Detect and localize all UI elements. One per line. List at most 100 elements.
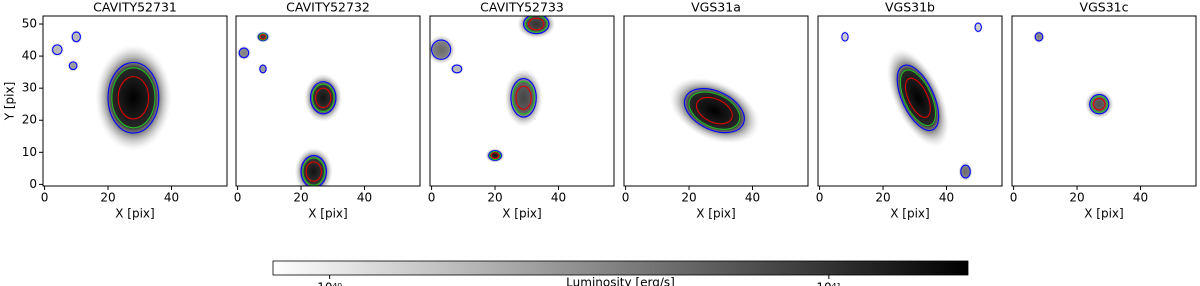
y-tick-label: 10 — [22, 145, 37, 159]
contour — [510, 77, 537, 118]
frame — [817, 15, 1003, 187]
x-axis-label: X [pix] — [1084, 207, 1123, 221]
contour — [1089, 94, 1110, 115]
x-tick-label: 40 — [551, 191, 566, 205]
panel-title: VGS31b — [885, 0, 935, 15]
x-axis-label: X [pix] — [502, 207, 541, 221]
colorbar-tick-label: 10⁴⁰ — [317, 281, 342, 286]
x-tick-label: 20 — [487, 191, 502, 205]
colorbar-tick-label: 10⁴¹ — [816, 281, 841, 286]
x-tick-label: 20 — [681, 191, 696, 205]
panel-title: VGS31a — [691, 0, 741, 15]
contour — [1090, 95, 1108, 113]
contour — [683, 88, 745, 134]
x-axis-label: X [pix] — [890, 207, 929, 221]
contour — [68, 61, 78, 71]
contour — [51, 44, 63, 56]
contour — [259, 64, 267, 74]
contour — [311, 83, 335, 112]
panel-title: CAVITY52731 — [93, 0, 177, 15]
contour — [238, 47, 250, 59]
x-tick-label: 0 — [816, 191, 824, 205]
blob — [430, 35, 456, 65]
x-tick-label: 40 — [745, 191, 760, 205]
blob — [304, 73, 343, 122]
y-tick-label: 0 — [29, 177, 37, 191]
x-tick-label: 0 — [234, 191, 242, 205]
contour — [695, 96, 733, 125]
frame — [1011, 15, 1197, 187]
x-tick-label: 0 — [428, 191, 436, 205]
blob — [294, 147, 333, 186]
blob — [669, 77, 760, 144]
contour — [960, 164, 971, 179]
contour — [688, 91, 741, 130]
x-tick-label: 20 — [293, 191, 308, 205]
contour — [515, 85, 532, 110]
contour — [841, 32, 849, 42]
x-tick-label: 40 — [164, 191, 179, 205]
contour — [1092, 97, 1106, 111]
x-tick-label: 20 — [875, 191, 890, 205]
contour — [300, 154, 327, 186]
contour — [258, 33, 268, 41]
contour — [451, 64, 463, 74]
panel-title: VGS31c — [1080, 0, 1129, 15]
contour — [1034, 32, 1044, 42]
contour — [107, 61, 160, 134]
x-tick-label: 40 — [939, 191, 954, 205]
x-tick-label: 40 — [357, 191, 372, 205]
frame — [429, 15, 615, 187]
image — [669, 77, 760, 144]
x-tick-label: 20 — [100, 191, 115, 205]
contour — [524, 16, 548, 33]
contour — [310, 81, 337, 115]
x-axis-label: X [pix] — [115, 207, 154, 221]
y-tick-label: 20 — [22, 113, 37, 127]
contour — [111, 67, 156, 129]
contour — [489, 150, 501, 161]
x-axis-label: X [pix] — [696, 207, 735, 221]
contour — [257, 32, 269, 42]
contour — [490, 152, 500, 159]
image — [430, 16, 556, 163]
contour — [302, 157, 326, 186]
x-tick-label: 0 — [41, 191, 49, 205]
x-tick-label: 40 — [1133, 191, 1148, 205]
blob — [517, 16, 556, 39]
blob — [1084, 89, 1114, 119]
image — [236, 31, 343, 186]
frame — [42, 15, 228, 187]
contour — [488, 150, 502, 161]
y-tick-label: 40 — [22, 49, 37, 63]
frame — [623, 15, 809, 187]
contour — [899, 69, 937, 127]
contour — [974, 22, 982, 32]
contour — [523, 16, 550, 35]
colorbar — [272, 260, 969, 276]
x-axis-label: X [pix] — [308, 207, 347, 221]
y-tick-label: 50 — [22, 17, 37, 31]
contour — [528, 17, 545, 31]
contour — [305, 161, 322, 182]
frame — [235, 15, 421, 187]
contour — [512, 80, 535, 115]
blob — [504, 68, 543, 127]
contour — [431, 39, 452, 60]
contour — [117, 76, 150, 120]
contour — [315, 87, 332, 108]
y-axis-label: Y [pix] — [3, 82, 17, 122]
image — [1033, 30, 1114, 119]
x-tick-label: 0 — [622, 191, 630, 205]
panel-title: CAVITY52733 — [480, 0, 564, 15]
contour — [896, 64, 940, 132]
contour — [71, 31, 81, 43]
contour — [904, 77, 931, 118]
y-tick-label: 30 — [22, 81, 37, 95]
contour — [259, 33, 267, 40]
image — [50, 29, 172, 151]
x-tick-label: 0 — [1010, 191, 1018, 205]
blob — [95, 44, 172, 151]
image — [840, 20, 983, 182]
